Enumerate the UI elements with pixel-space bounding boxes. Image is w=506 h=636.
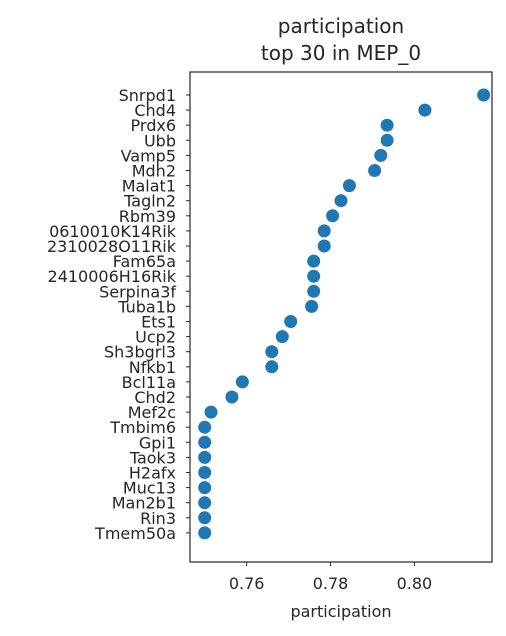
y-tick-label-man2b1: Man2b1: [112, 494, 176, 513]
y-tick-label-tagln2: Tagln2: [123, 192, 176, 211]
y-tick-label-0610010k14rik: 0610010K14Rik: [49, 222, 177, 241]
x-tick-label: 0.78: [313, 574, 349, 593]
y-tick-label-2410006h16rik: 2410006H16Rik: [48, 267, 177, 286]
data-point-malat1: [342, 179, 356, 193]
data-point-tuba1b: [305, 299, 319, 313]
y-tick-label-nfkb1: Nfkb1: [129, 358, 176, 377]
y-tick-label-2310028o11rik: 2310028O11Rik: [47, 237, 177, 256]
data-point-ucp2: [275, 330, 289, 344]
y-tick-label-rbm39: Rbm39: [119, 207, 176, 226]
data-point-chd2: [225, 390, 239, 404]
y-tick-label-fam65a: Fam65a: [113, 252, 176, 271]
x-tick-labels: 0.76 0.78 0.80: [229, 562, 432, 593]
y-tick-label-snrpd1: Snrpd1: [119, 86, 176, 105]
data-point-mef2c: [204, 405, 218, 419]
data-point-0610010k14rik: [317, 224, 331, 238]
data-point-rbm39: [326, 209, 340, 223]
y-tick-label-sh3bgrl3: Sh3bgrl3: [104, 343, 176, 362]
y-tick-labels: Snrpd1Chd4Prdx6UbbVamp5Mdh2Malat1Tagln2R…: [47, 86, 190, 543]
data-point-chd4: [418, 103, 432, 117]
y-tick-label-chd2: Chd2: [134, 388, 176, 407]
data-point-snrpd1: [477, 88, 491, 102]
y-tick-label-h2afx: H2afx: [129, 464, 176, 483]
data-point-bcl11a: [235, 375, 249, 389]
data-point-tmem50a: [198, 526, 212, 540]
x-tick-label: 0.80: [397, 574, 433, 593]
y-tick-label-malat1: Malat1: [122, 177, 176, 196]
x-axis-label: participation: [290, 602, 391, 621]
y-tick-label-taok3: Taok3: [129, 448, 176, 467]
y-tick-label-vamp5: Vamp5: [121, 146, 176, 165]
data-point-prdx6: [380, 118, 394, 132]
data-point-mdh2: [368, 164, 382, 177]
data-point-muc13: [198, 481, 212, 495]
data-point-2410006h16rik: [307, 269, 321, 283]
y-tick-label-ets1: Ets1: [141, 313, 176, 332]
y-tick-label-mdh2: Mdh2: [132, 162, 176, 181]
y-tick-label-gpi1: Gpi1: [139, 433, 176, 452]
data-point-nfkb1: [265, 360, 279, 374]
data-point-vamp5: [374, 148, 388, 162]
y-tick-label-ubb: Ubb: [144, 131, 176, 150]
data-point-taok3: [198, 450, 212, 464]
data-point-serpina3f: [307, 284, 321, 298]
y-tick-label-chd4: Chd4: [134, 101, 176, 120]
data-point-rin3: [198, 511, 212, 525]
y-tick-label-bcl11a: Bcl11a: [122, 373, 176, 392]
chart-title-line-1: participation: [278, 14, 404, 38]
y-tick-label-tmem50a: Tmem50a: [94, 524, 176, 543]
plot-area-frame: [189, 71, 493, 563]
y-tick-label-mef2c: Mef2c: [128, 403, 176, 422]
chart-title-line-2: top 30 in MEP_0: [261, 41, 421, 65]
y-tick-label-muc13: Muc13: [123, 479, 176, 498]
y-tick-label-ucp2: Ucp2: [135, 328, 176, 347]
data-point-ets1: [284, 315, 298, 328]
data-point-2310028o11rik: [317, 239, 331, 253]
y-tick-label-rin3: Rin3: [140, 509, 176, 528]
y-tick-label-tuba1b: Tuba1b: [117, 297, 176, 316]
data-point-h2afx: [198, 466, 212, 479]
data-point-fam65a: [307, 254, 321, 268]
data-points: [198, 88, 491, 540]
data-point-sh3bgrl3: [265, 345, 279, 359]
data-point-gpi1: [198, 435, 212, 449]
data-point-man2b1: [198, 496, 212, 510]
x-tick-label: 0.76: [229, 574, 265, 593]
y-tick-label-prdx6: Prdx6: [131, 116, 176, 135]
data-point-tmbim6: [198, 420, 212, 434]
data-point-ubb: [380, 133, 394, 147]
data-point-tagln2: [334, 194, 348, 208]
y-tick-label-serpina3f: Serpina3f: [99, 282, 176, 301]
y-tick-label-tmbim6: Tmbim6: [109, 418, 176, 437]
